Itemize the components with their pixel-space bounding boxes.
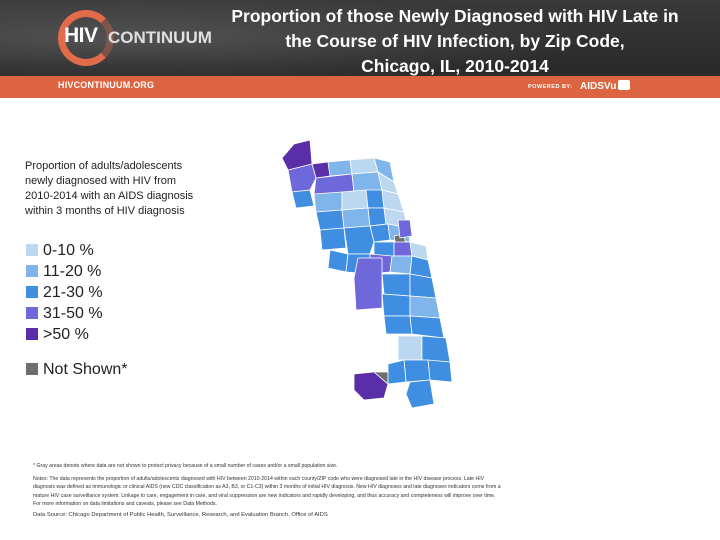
footnote-privacy: * Gray areas denote where data are not s… [33,463,338,469]
zip-area[interactable] [421,335,451,363]
legend-item-31-50: 31-50 % [25,304,165,324]
logo-prefix: HIV [64,24,98,47]
legend-swatch [26,363,38,375]
zip-area[interactable] [341,207,371,229]
zip-area[interactable] [383,315,413,335]
zip-area[interactable] [389,255,413,275]
site-bar [0,76,720,98]
zip-area[interactable] [327,159,353,177]
zip-area[interactable] [403,359,431,383]
zip-area[interactable] [327,249,349,273]
zip-area[interactable] [387,359,407,385]
legend-label: 0-10 % [43,242,94,259]
page-title: Proportion of those Newly Diagnosed with… [231,6,679,76]
aidsvu-badge-icon [618,80,631,90]
legend-item-over-50: >50 % [25,325,165,345]
zip-area[interactable] [365,189,385,209]
zip-area[interactable] [315,209,345,231]
zip-area[interactable] [427,359,453,383]
legend-item-0-10: 0-10 % [25,241,165,261]
zip-area[interactable] [281,139,313,171]
zip-area[interactable] [313,191,343,213]
aidsvu-label: AIDSVu [580,81,617,92]
legend-label: >50 % [43,326,89,343]
chicago-zip-code-map[interactable] [270,128,480,418]
zip-area[interactable] [343,225,375,255]
site-url-link[interactable]: HIVCONTINUUM.ORG [58,80,155,90]
legend-label: Not Shown* [43,361,128,378]
zip-area[interactable] [409,295,441,319]
logo-word: CONTINUUM [108,28,212,47]
zip-area[interactable] [381,273,411,297]
legend-swatch [26,307,38,319]
legend-label: 11-20 % [43,263,102,280]
zip-area[interactable] [353,257,383,311]
legend-label: 21-30 % [43,284,103,301]
zip-area[interactable] [381,293,411,317]
zip-area[interactable] [349,157,379,175]
header-banner: HIV CONTINUUM Proportion of those Newly … [0,0,720,98]
legend-item-not-shown: Not Shown* [25,360,165,380]
zip-area[interactable] [397,219,413,239]
zip-area[interactable] [351,171,383,193]
aidsvu-logo[interactable]: AIDSVu [580,80,631,92]
zip-area[interactable] [291,189,315,209]
zip-area[interactable] [373,241,395,257]
zip-area[interactable] [409,315,445,339]
legend-item-11-20: 11-20 % [25,262,165,282]
zip-area[interactable] [393,241,413,257]
zip-area[interactable] [341,189,369,211]
legend-swatch [26,328,38,340]
hiv-continuum-logo[interactable]: HIV CONTINUUM [48,8,212,68]
legend-swatch [26,265,38,277]
legend-swatch [26,244,38,256]
powered-by-label: POWERED BY: [528,84,573,90]
zip-area[interactable] [397,335,423,361]
footnote-notes: Notes: The data represents the proportio… [33,475,501,508]
zip-area[interactable] [319,227,347,251]
legend-item-21-30: 21-30 % [25,283,165,303]
legend-swatch [26,286,38,298]
footnote-source: Data Source: Chicago Department of Publi… [33,511,328,518]
ribbon-ring-icon [58,10,114,66]
legend-label: 31-50 % [43,305,103,322]
legend-description: Proportion of adults/adolescents newly d… [25,160,194,217]
zip-area[interactable] [367,207,387,227]
footnotes: * Gray areas denote where data are not s… [33,462,503,520]
zip-area[interactable] [405,379,435,409]
